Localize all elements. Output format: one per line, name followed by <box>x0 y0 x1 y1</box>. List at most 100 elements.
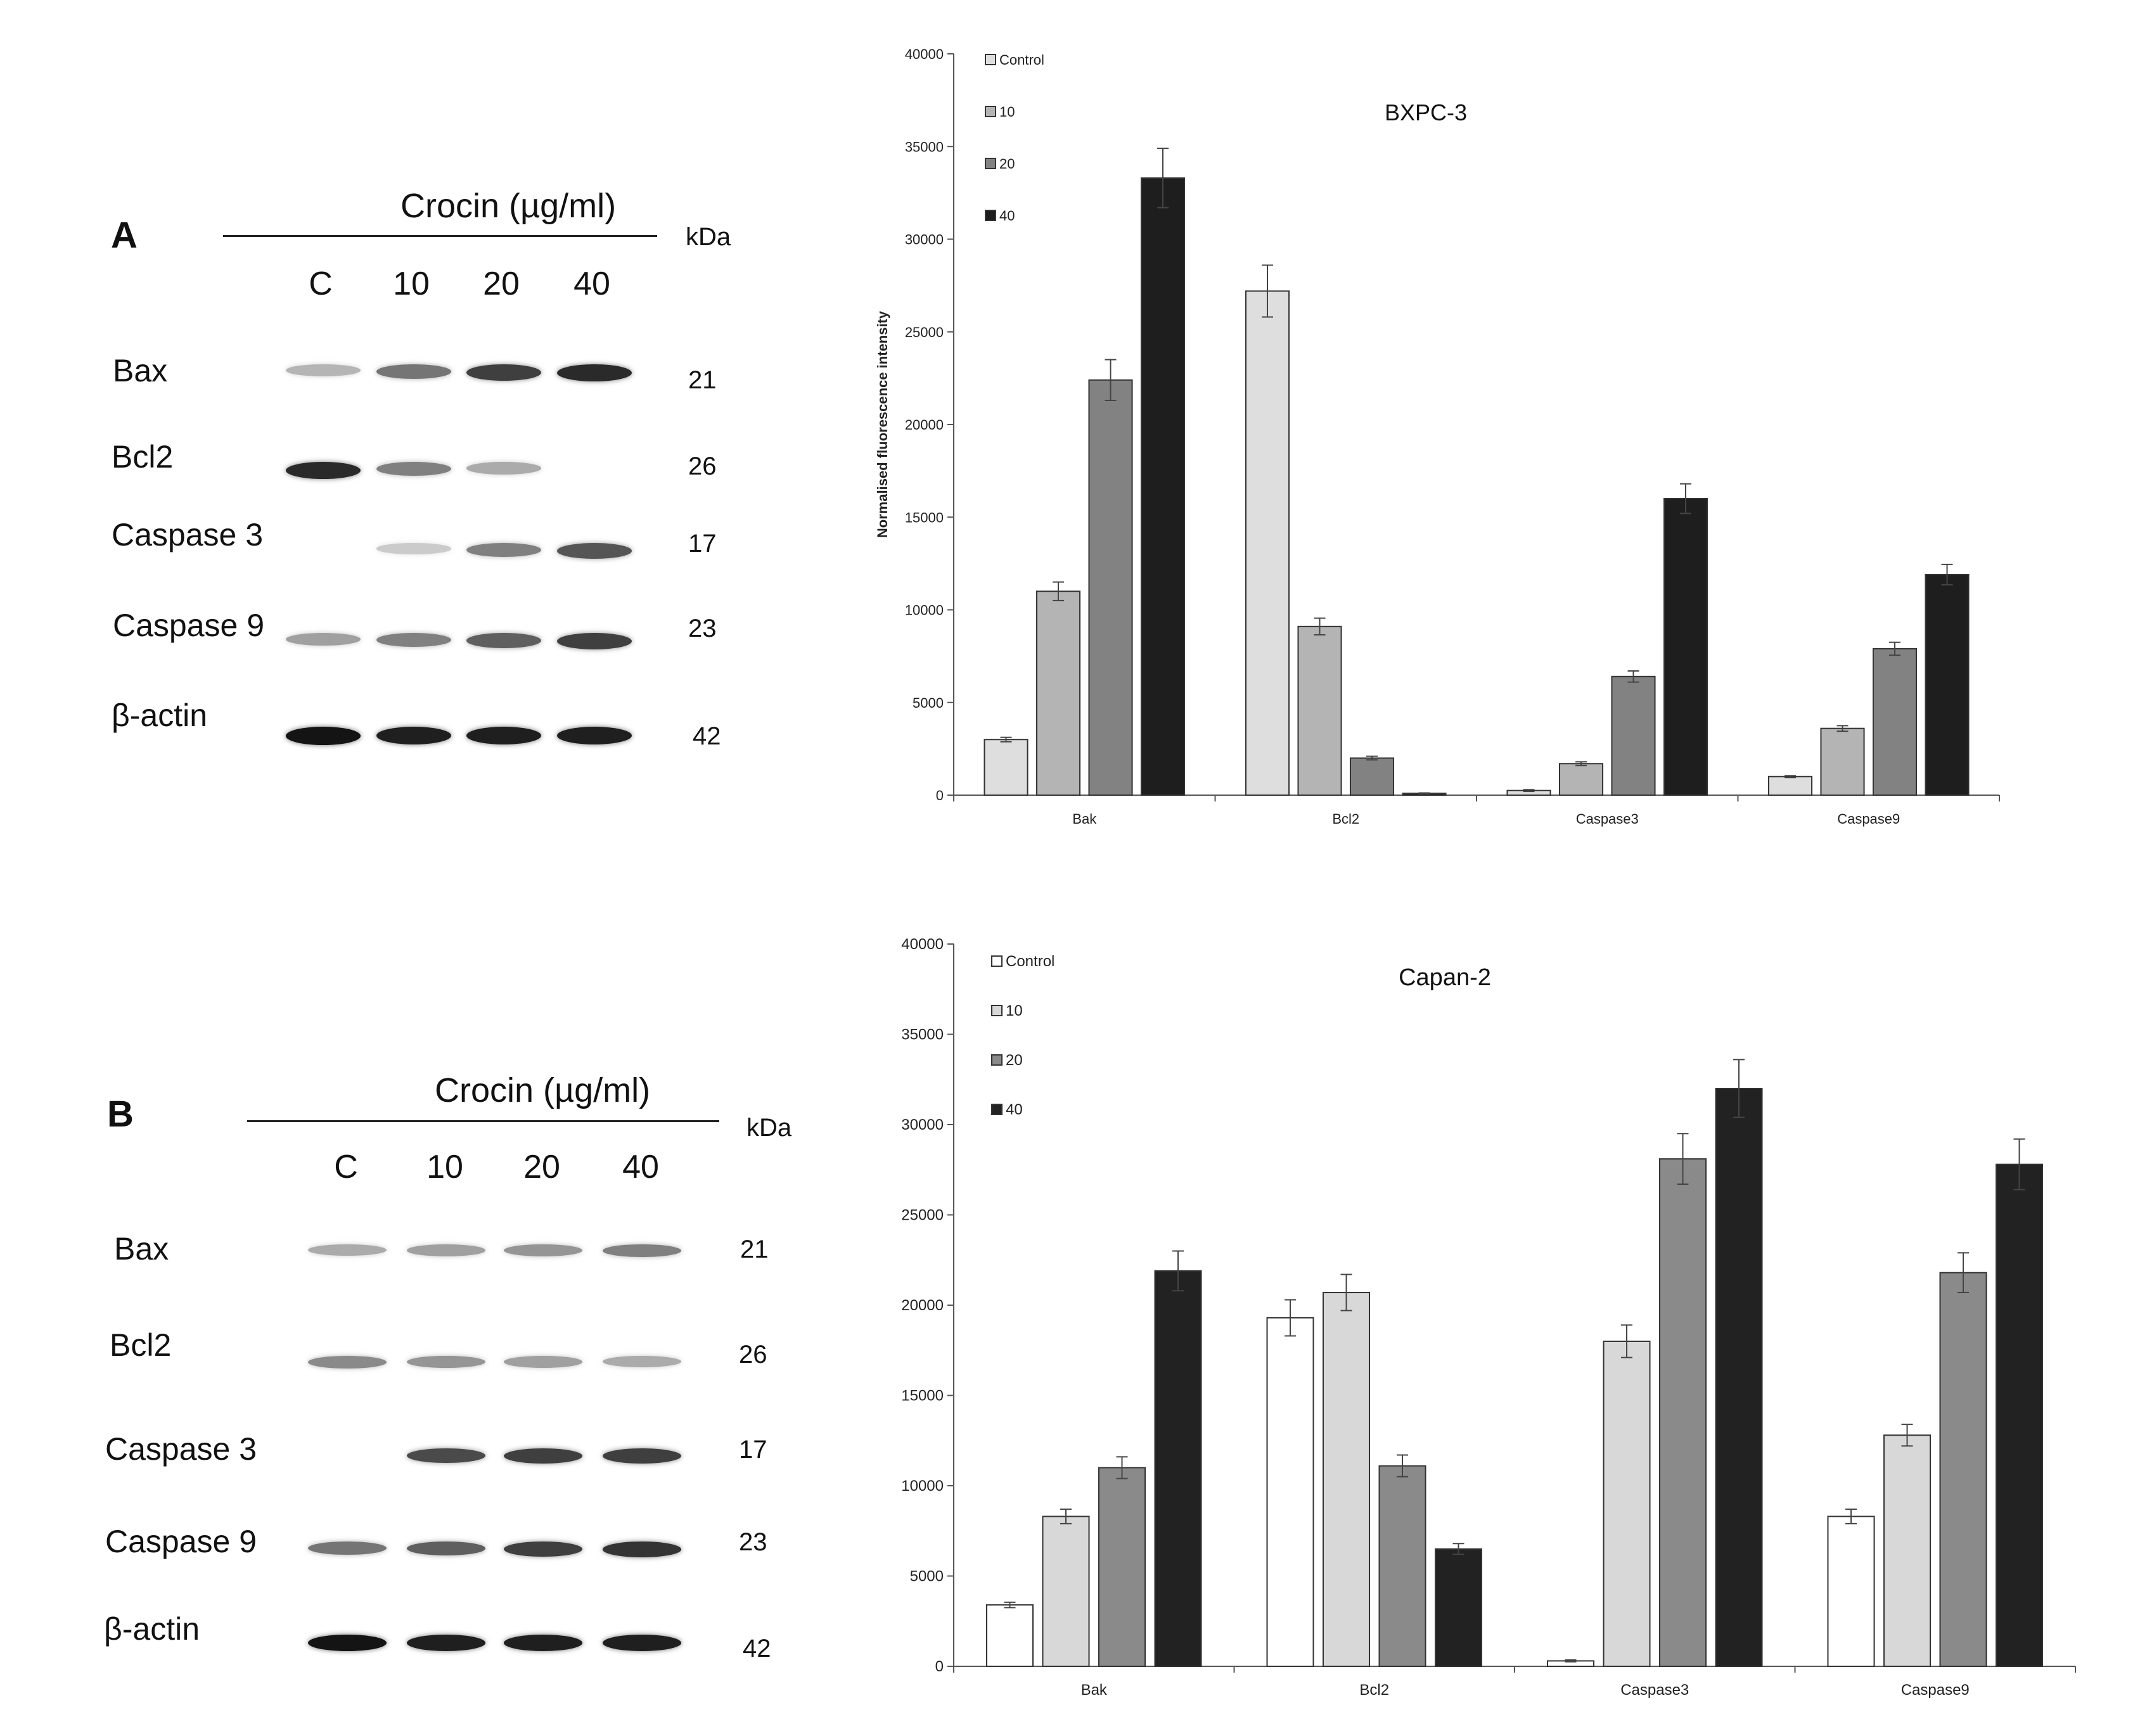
bar <box>1088 379 1133 796</box>
blot-band <box>557 543 632 559</box>
y-tick-label: 10000 <box>901 1478 944 1495</box>
x-tick-label: Caspase9 <box>1837 811 1900 827</box>
treatment-rule <box>247 1120 719 1122</box>
blot-band <box>407 1541 485 1556</box>
bar <box>1663 498 1708 796</box>
blot-band <box>376 727 451 744</box>
molecular-weight: 23 <box>688 615 717 642</box>
lane-label: C <box>309 265 333 302</box>
legend-label: 20 <box>1006 1052 1023 1069</box>
x-tick-label: Caspase3 <box>1620 1682 1689 1699</box>
y-axis-label: Normalised fluorescence intensity <box>875 310 890 538</box>
molecular-weight: 23 <box>739 1528 767 1556</box>
lane-label: 10 <box>426 1149 463 1185</box>
x-tick-label: Caspase3 <box>1576 811 1639 827</box>
blot-band <box>466 543 541 558</box>
legend-swatch <box>985 210 996 221</box>
bar <box>1154 1270 1202 1667</box>
bar <box>1872 648 1918 796</box>
legend-swatch <box>991 955 1003 967</box>
y-tick-label: 0 <box>936 788 944 803</box>
y-tick-label: 0 <box>935 1658 944 1675</box>
legend-swatch <box>991 1005 1003 1016</box>
bar <box>985 1604 1034 1667</box>
blot-title: Crocin (µg/ml) <box>401 187 617 225</box>
blot-band <box>308 1635 387 1652</box>
lane-label: C <box>334 1149 358 1185</box>
legend-swatch <box>985 158 996 169</box>
x-tick-label: Bcl2 <box>1359 1682 1389 1699</box>
blot-band <box>376 633 451 648</box>
blot-band <box>466 633 541 649</box>
legend-label: 20 <box>999 156 1015 172</box>
bar <box>984 739 1029 796</box>
blot-band <box>557 633 632 649</box>
legend-swatch <box>985 106 996 117</box>
bar <box>1245 290 1290 796</box>
bar <box>1611 675 1656 796</box>
western-blot-b: B Crocin (µg/ml) kDa C 10 20 40 Bax 21 B… <box>0 0 824 1735</box>
y-tick-label: 35000 <box>905 139 944 155</box>
treatment-rule <box>223 235 657 237</box>
western-blot-a: A Crocin (µg/ml) kDa C 10 20 40 Bax 21 B… <box>0 0 824 824</box>
legend-label: Control <box>999 52 1044 68</box>
molecular-weight: 26 <box>739 1341 767 1369</box>
blot-band <box>557 727 632 744</box>
molecular-weight: 21 <box>740 1235 769 1263</box>
chart-title: BXPC-3 <box>1385 99 1467 125</box>
protein-label: Caspase 3 <box>105 1431 257 1467</box>
molecular-weight: 17 <box>739 1436 767 1464</box>
bar <box>1042 1516 1090 1668</box>
y-tick-label: 40000 <box>905 46 944 62</box>
y-tick-label: 20000 <box>905 417 944 433</box>
blot-band <box>407 1244 485 1256</box>
molecular-weight: 17 <box>688 530 717 558</box>
lane-label: 40 <box>574 265 610 302</box>
protein-label: Bcl2 <box>112 439 174 475</box>
bar <box>1266 1317 1314 1667</box>
blot-band <box>504 1541 582 1557</box>
y-tick-label: 10000 <box>905 603 944 618</box>
bar <box>1925 573 1970 796</box>
blot-band <box>603 1244 681 1258</box>
bar <box>1820 727 1865 796</box>
bar <box>1715 1088 1763 1667</box>
protein-label: Bcl2 <box>110 1327 172 1363</box>
blot-band <box>466 462 541 475</box>
protein-label: β-actin <box>112 698 208 733</box>
y-tick-label: 5000 <box>913 695 944 711</box>
blot-band <box>376 364 451 379</box>
blot-band <box>504 1635 582 1651</box>
blot-band <box>286 364 361 376</box>
molecular-weight: 42 <box>743 1635 771 1663</box>
y-tick-label: 35000 <box>901 1026 944 1044</box>
y-tick-label: 20000 <box>901 1297 944 1314</box>
protein-label: β-actin <box>104 1611 200 1647</box>
legend-label: 40 <box>999 208 1015 224</box>
bar <box>1098 1467 1146 1667</box>
protein-label: Bax <box>114 1231 169 1267</box>
blot-band <box>504 1244 582 1257</box>
bar <box>1827 1516 1875 1668</box>
blot-band <box>376 462 451 476</box>
y-tick-label: 15000 <box>901 1388 944 1405</box>
lane-label: 40 <box>622 1149 659 1185</box>
blot-band <box>466 727 541 744</box>
y-tick-label: 30000 <box>901 1116 944 1133</box>
blot-band <box>603 1356 681 1367</box>
bar <box>1603 1341 1651 1667</box>
bar <box>1297 625 1342 796</box>
bar <box>1035 590 1081 796</box>
y-tick-label: 30000 <box>905 232 944 248</box>
protein-label: Bax <box>113 353 168 388</box>
bar <box>1558 763 1604 796</box>
lane-label: 20 <box>523 1149 560 1185</box>
y-tick-label: 5000 <box>910 1568 944 1585</box>
bar <box>1767 775 1813 796</box>
bar <box>1939 1272 1987 1667</box>
blot-band <box>466 364 541 381</box>
kda-label: kDa <box>686 223 731 251</box>
protein-label: Caspase 3 <box>112 517 264 552</box>
blot-band <box>376 543 451 554</box>
blot-band <box>603 1541 681 1557</box>
